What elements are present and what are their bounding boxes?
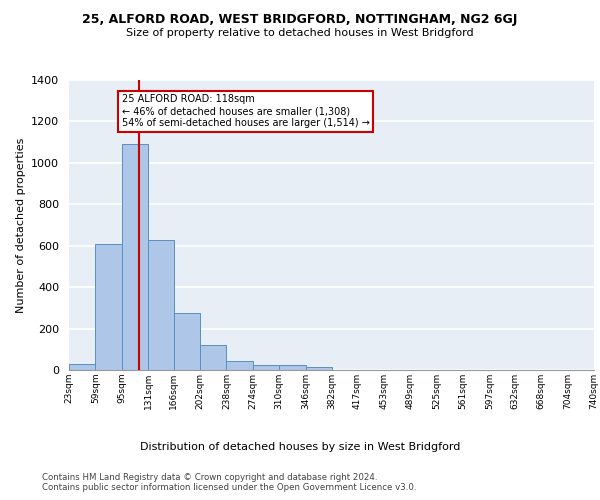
- Text: Contains HM Land Registry data © Crown copyright and database right 2024.: Contains HM Land Registry data © Crown c…: [42, 472, 377, 482]
- Bar: [253, 366, 279, 370]
- Bar: [95, 244, 122, 370]
- Bar: [69, 364, 95, 370]
- Text: 25 ALFORD ROAD: 118sqm
← 46% of detached houses are smaller (1,308)
54% of semi-: 25 ALFORD ROAD: 118sqm ← 46% of detached…: [122, 94, 370, 128]
- Bar: [305, 367, 332, 370]
- Text: Size of property relative to detached houses in West Bridgford: Size of property relative to detached ho…: [126, 28, 474, 38]
- Bar: [279, 366, 305, 370]
- Y-axis label: Number of detached properties: Number of detached properties: [16, 138, 26, 312]
- Bar: [226, 360, 253, 370]
- Text: Distribution of detached houses by size in West Bridgford: Distribution of detached houses by size …: [140, 442, 460, 452]
- Bar: [122, 144, 148, 370]
- Bar: [174, 313, 200, 370]
- Text: Contains public sector information licensed under the Open Government Licence v3: Contains public sector information licen…: [42, 482, 416, 492]
- Bar: [200, 345, 226, 370]
- Bar: [148, 240, 174, 370]
- Text: 25, ALFORD ROAD, WEST BRIDGFORD, NOTTINGHAM, NG2 6GJ: 25, ALFORD ROAD, WEST BRIDGFORD, NOTTING…: [82, 12, 518, 26]
